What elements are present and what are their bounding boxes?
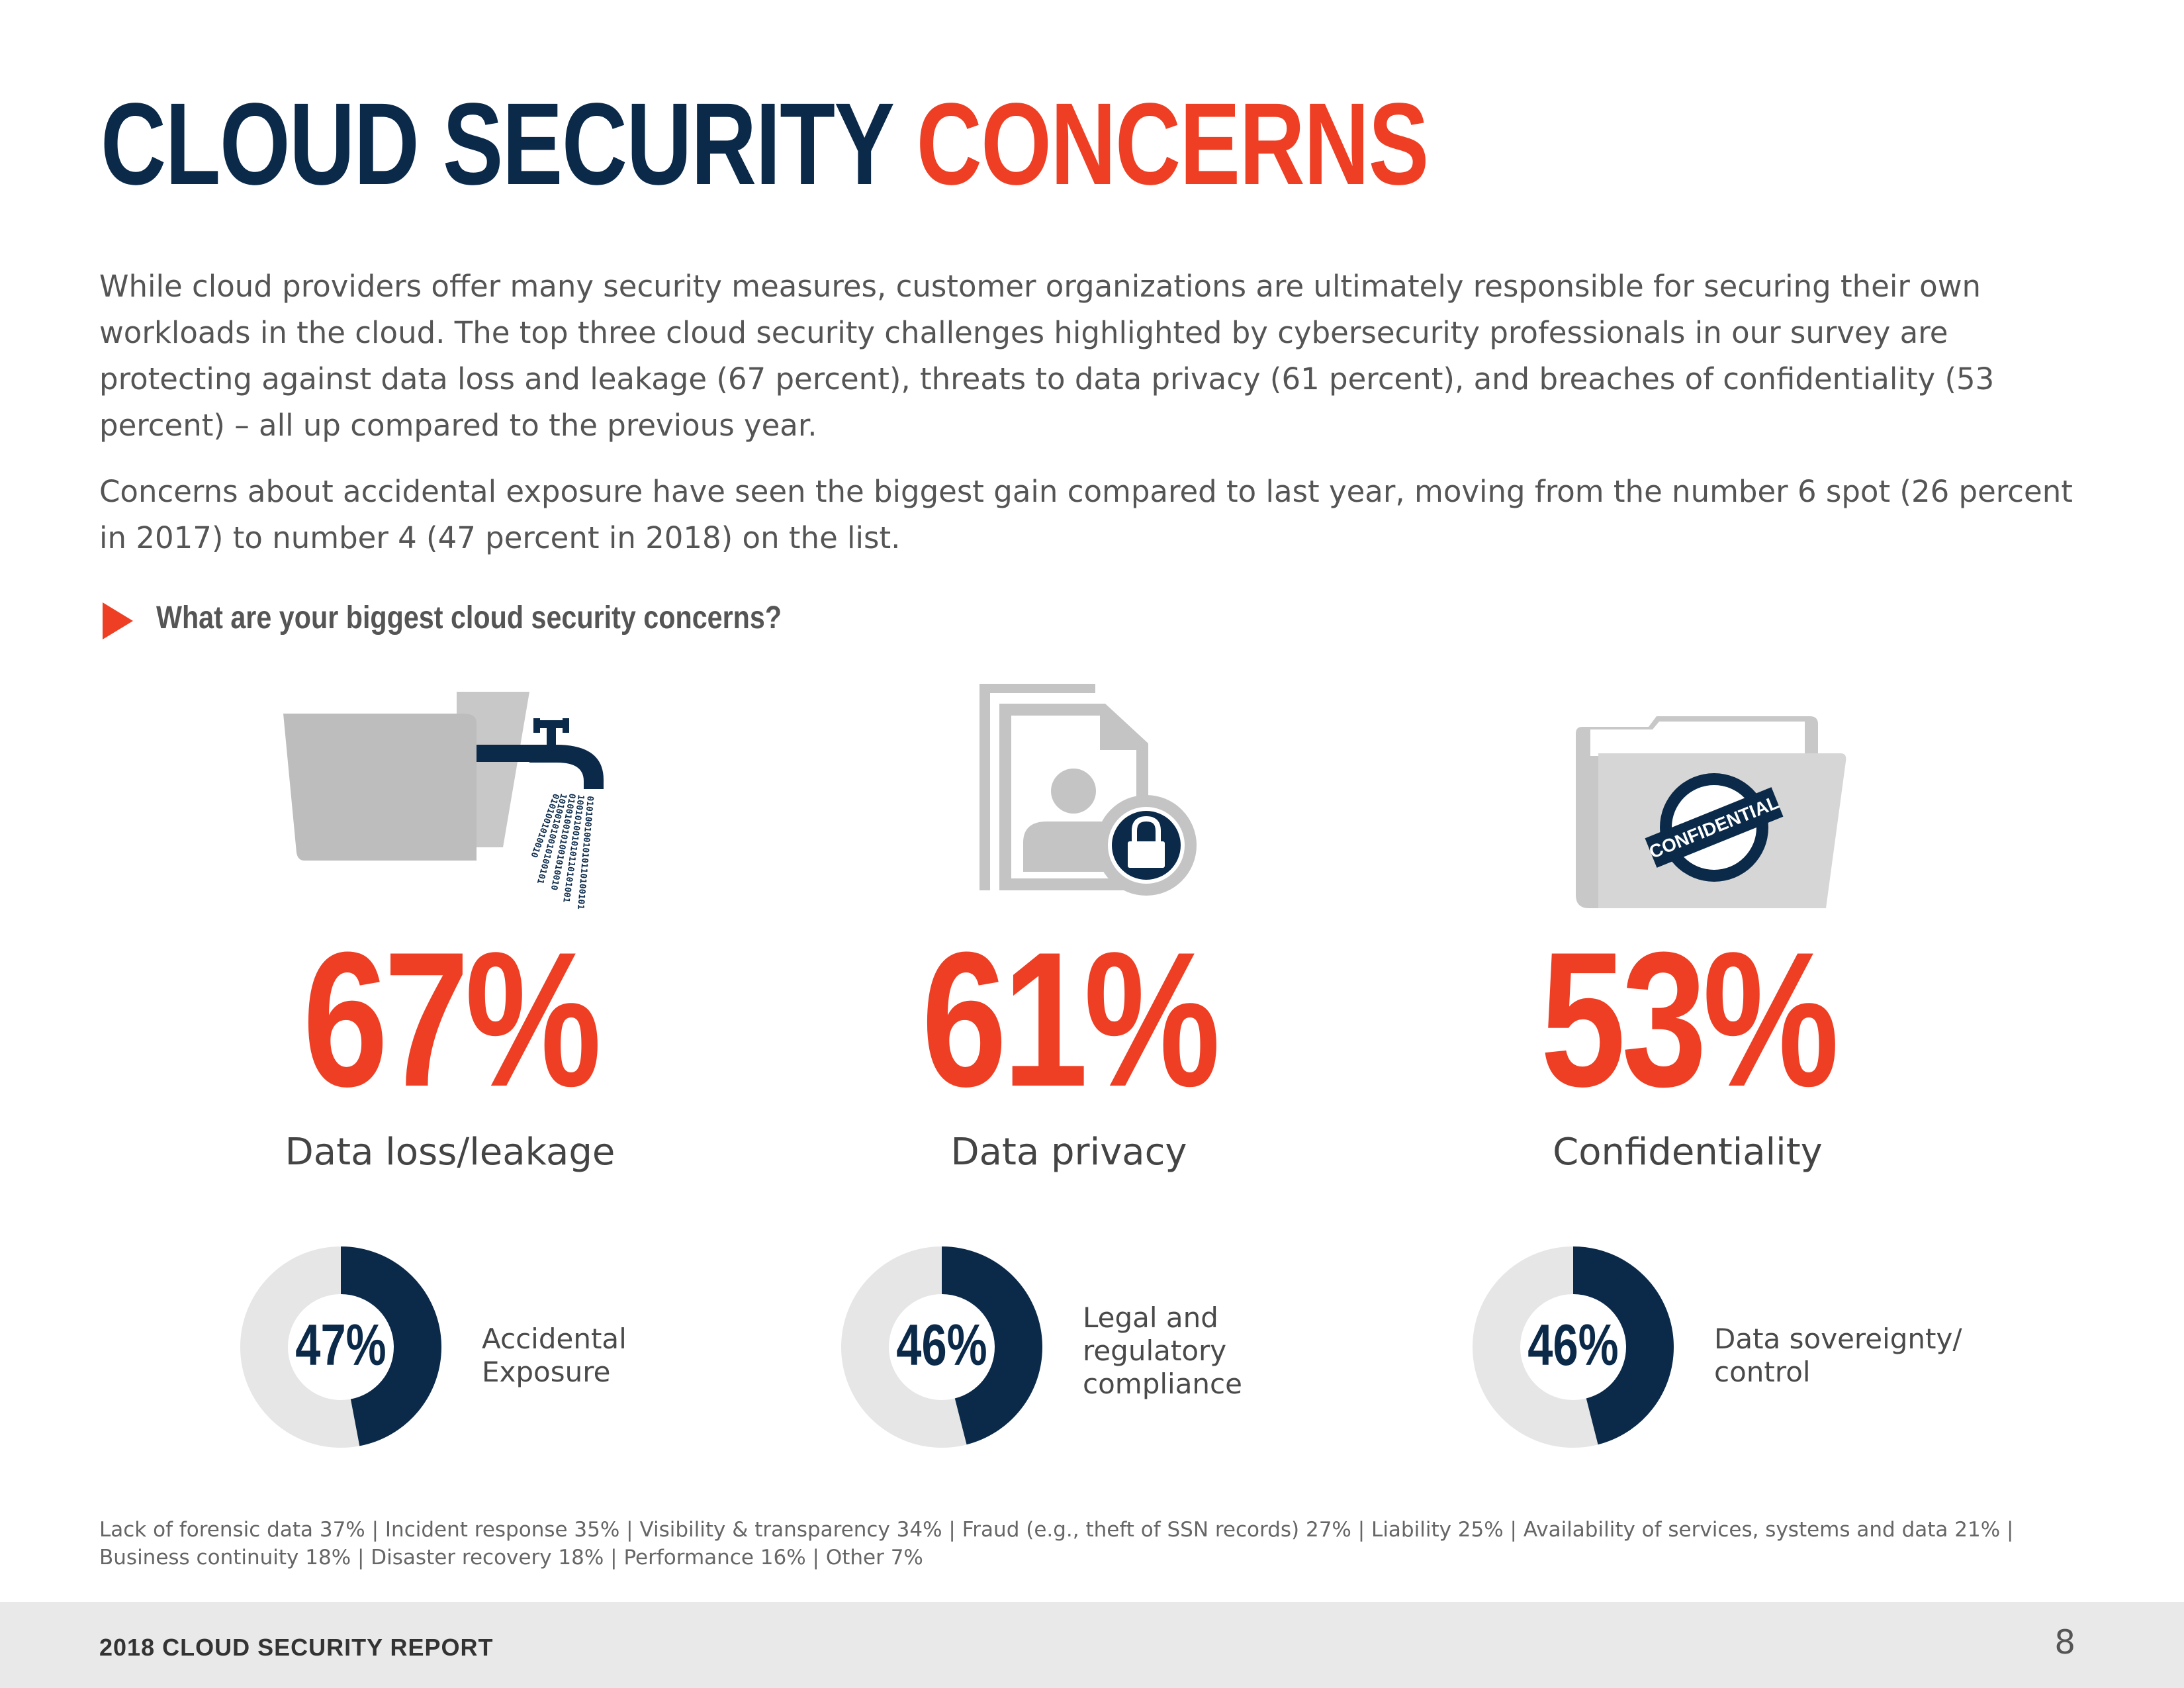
concern-2-label: Data privacy: [950, 1131, 1187, 1174]
donut-1-label: Accidental Exposure: [482, 1323, 627, 1389]
donut-2-label-line: Legal and: [1083, 1301, 1218, 1334]
leaking-folder-icon: 0101001001010110100101 10010100101011010…: [283, 692, 604, 910]
concern-2-percent: 61%: [921, 912, 1220, 1127]
intro-paragraph-1: While cloud providers offer many securit…: [99, 269, 1995, 443]
donut-1-value: 47%: [295, 1312, 387, 1378]
donut-1-label-line: Exposure: [482, 1356, 611, 1388]
donut-2-value: 46%: [896, 1312, 987, 1378]
footer-bar: [0, 1602, 2184, 1688]
concern-1-percent: 67%: [302, 912, 602, 1127]
footer-report-title: 2018 CLOUD SECURITY REPORT: [99, 1634, 494, 1661]
donut-1-arc: [240, 1246, 441, 1448]
donut-2-label-line: compliance: [1083, 1368, 1242, 1400]
donut-3-arc: [1473, 1246, 1674, 1448]
donut-chart-1: [240, 1246, 441, 1448]
page-title: CLOUD SECURITY CONCERNS: [101, 78, 1430, 211]
donut-2-label: Legal and regulatory compliance: [1083, 1301, 1242, 1401]
concern-3-label: Confidentiality: [1553, 1131, 1823, 1174]
other-concerns-list: Lack of forensic data 37% | Incident res…: [99, 1518, 2014, 1570]
intro-text: While cloud providers offer many securit…: [99, 263, 2085, 581]
donut-chart-3: [1473, 1246, 1674, 1448]
concern-3-percent: 53%: [1540, 912, 1839, 1127]
intro-paragraph-2: Concerns about accidental exposure have …: [99, 474, 2073, 555]
donut-3-value: 46%: [1527, 1312, 1619, 1378]
donut-2-arc: [841, 1246, 1042, 1448]
donut-3-label-line: control: [1714, 1356, 1811, 1388]
title-part-2: CONCERNS: [916, 79, 1430, 209]
donut-3-label-line: Data sovereignty/: [1714, 1323, 1962, 1355]
donut-2-label-line: regulatory: [1083, 1335, 1227, 1367]
title-part-1: CLOUD SECURITY: [101, 79, 893, 209]
donut-1-label-line: Accidental: [482, 1323, 627, 1355]
donut-chart-2: [841, 1246, 1042, 1448]
page-number: 8: [2054, 1623, 2075, 1662]
donut-3-label: Data sovereignty/ control: [1714, 1323, 1962, 1389]
confidential-folder-icon: CONFIDENTIAL: [1576, 716, 1846, 908]
triangle-bullet-icon: [103, 602, 133, 639]
concern-1-label: Data loss/leakage: [285, 1131, 615, 1174]
survey-question: What are your biggest cloud security con…: [156, 600, 782, 635]
locked-profile-document-icon: [979, 684, 1197, 896]
